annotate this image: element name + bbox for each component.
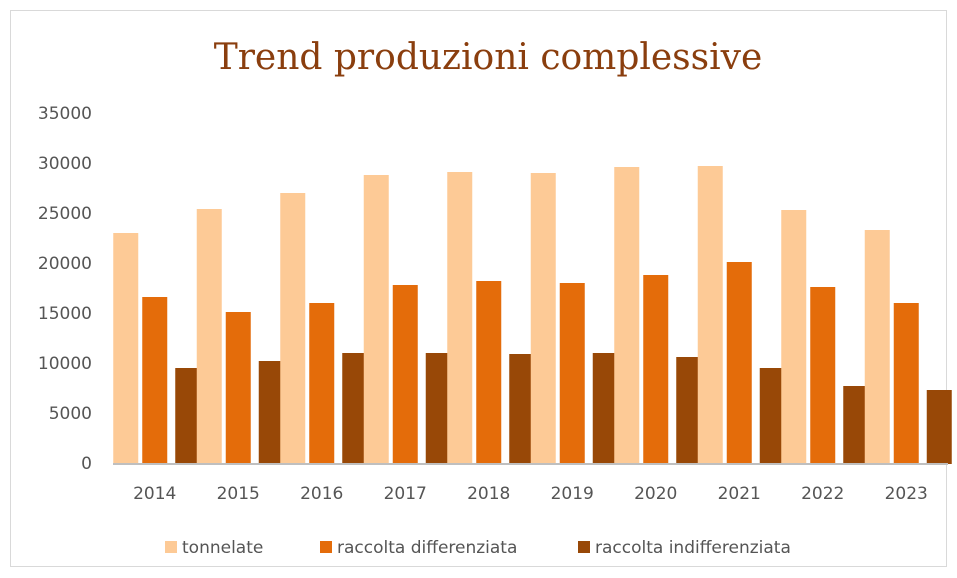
x-tick-label: 2015 <box>217 484 260 504</box>
bar <box>843 386 869 464</box>
x-tick-label: 2020 <box>634 484 677 504</box>
bar <box>113 233 139 464</box>
bar <box>697 166 723 464</box>
x-tick-label: 2022 <box>801 484 844 504</box>
x-tick-label: 2014 <box>133 484 176 504</box>
bar <box>614 167 640 464</box>
bar <box>676 357 702 464</box>
bar <box>592 353 618 464</box>
y-tick-label: 25000 <box>38 204 92 224</box>
bar <box>363 175 389 464</box>
y-tick-label: 35000 <box>38 104 92 124</box>
legend-swatch <box>165 541 177 553</box>
bar <box>196 209 222 464</box>
x-tick-label: 2018 <box>467 484 510 504</box>
bar <box>225 312 251 464</box>
legend-label: raccolta differenziata <box>337 538 517 558</box>
bar <box>864 230 890 464</box>
bar <box>643 275 669 464</box>
bar <box>280 193 306 464</box>
y-tick-label: 10000 <box>38 354 92 374</box>
bar <box>258 361 284 464</box>
x-tick-label: 2016 <box>300 484 343 504</box>
legend-swatch <box>578 541 590 553</box>
x-tick-label: 2023 <box>885 484 928 504</box>
bar <box>726 262 752 464</box>
y-tick-label: 20000 <box>38 254 92 274</box>
bar <box>342 353 368 464</box>
bar <box>175 368 201 464</box>
legend-label: tonnelate <box>182 538 263 558</box>
legend-label: raccolta indifferenziata <box>595 538 791 558</box>
bar <box>810 287 836 464</box>
bar <box>530 173 556 464</box>
x-tick-label: 2019 <box>551 484 594 504</box>
y-tick-label: 5000 <box>49 404 92 424</box>
bar <box>781 210 807 464</box>
x-tick-label: 2021 <box>718 484 761 504</box>
bar <box>509 354 535 464</box>
y-tick-label: 30000 <box>38 154 92 174</box>
bar <box>447 172 473 464</box>
bar <box>759 368 785 464</box>
bar <box>476 281 502 464</box>
bar <box>142 297 168 464</box>
y-tick-label: 15000 <box>38 304 92 324</box>
chart-title: Trend produzioni complessive <box>214 37 763 78</box>
bar <box>309 303 335 464</box>
bar <box>392 285 418 464</box>
legend-swatch <box>320 541 332 553</box>
bar <box>893 303 919 464</box>
x-tick-label: 2017 <box>384 484 427 504</box>
y-tick-label: 0 <box>81 454 92 474</box>
bar <box>425 353 451 464</box>
bar <box>559 283 585 464</box>
bar <box>926 390 952 464</box>
